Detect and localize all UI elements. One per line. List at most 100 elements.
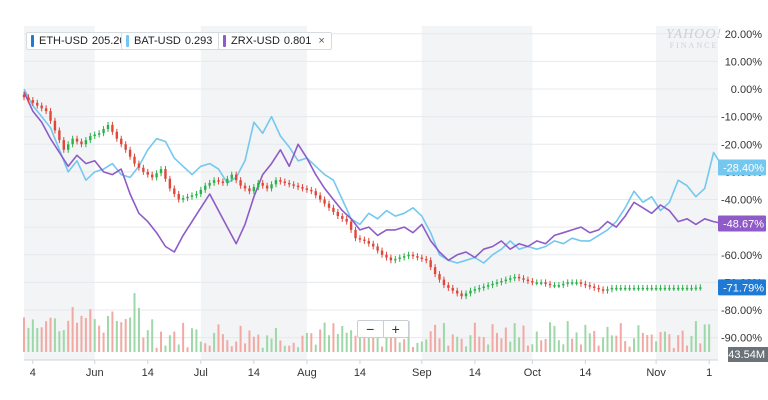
eth-candle: [597, 287, 600, 290]
volume-bar: [292, 342, 295, 352]
eth-candle: [588, 285, 592, 287]
volume-bar: [389, 329, 392, 352]
eth-candle: [230, 174, 233, 179]
eth-candle: [411, 254, 415, 257]
bat-symbol: BAT-USD: [134, 35, 181, 47]
eth-candle: [416, 256, 419, 258]
volume-bar: [655, 341, 658, 352]
eth-candle: [685, 287, 689, 290]
y-tick-label: -90.00%: [721, 333, 762, 345]
volume-bar: [36, 327, 39, 352]
volume-bar: [434, 324, 437, 352]
volume-bar: [120, 322, 123, 352]
eth-candle: [279, 180, 282, 182]
zoom-in-button[interactable]: +: [382, 321, 409, 337]
x-tick-label: 14: [579, 367, 591, 379]
volume-bar: [177, 344, 180, 352]
eth-candle: [663, 287, 667, 290]
volume-bar: [124, 319, 127, 352]
volume-bar: [195, 329, 198, 352]
eth-candle: [539, 282, 543, 284]
eth-candle: [522, 278, 525, 280]
eth-candle: [155, 173, 158, 178]
volume-bar: [553, 325, 556, 352]
eth-candle: [442, 279, 446, 286]
volume-bar: [155, 347, 158, 352]
eth-candle: [433, 267, 437, 275]
eth-candle: [690, 287, 693, 290]
x-tick-label: 1: [706, 367, 712, 379]
y-tick-label: -80.00%: [721, 305, 762, 317]
eth-candle: [243, 185, 247, 189]
volume-bar: [451, 334, 454, 352]
volume-bar: [482, 337, 485, 352]
zoom-out-button[interactable]: −: [366, 321, 375, 337]
volume-bar: [310, 333, 313, 352]
volume-bar: [208, 345, 211, 352]
volume-bar: [628, 346, 631, 352]
watermark-sub: FINANCE: [669, 41, 719, 50]
volume-bar: [456, 336, 459, 352]
eth-candle: [615, 287, 618, 290]
volume-bar: [518, 337, 521, 352]
eth-candle: [681, 287, 684, 290]
volume-bar: [31, 319, 34, 352]
eth-candle: [221, 181, 225, 184]
volume-bar: [473, 322, 476, 352]
eth-candle: [36, 102, 39, 106]
eth-candle: [654, 287, 658, 290]
legend-chip-bat[interactable]: BAT-USD 0.293 ×: [121, 32, 233, 50]
volume-bar: [84, 317, 87, 352]
eth-candle: [570, 282, 574, 284]
eth-candle: [584, 283, 587, 286]
eth-candle: [385, 254, 388, 258]
eth-candle: [659, 287, 662, 290]
volume-bar: [571, 338, 574, 352]
legend-chip-zrx[interactable]: ZRX-USD 0.801 ×: [218, 32, 332, 50]
volume-bar: [213, 332, 216, 352]
volume-bar: [252, 336, 255, 352]
volume-bar: [637, 325, 640, 352]
eth-candle: [67, 144, 70, 150]
eth-candle: [168, 178, 172, 189]
volume-bar: [106, 316, 109, 352]
value-tag-text: -48.67%: [723, 218, 764, 230]
eth-candle: [314, 191, 317, 196]
volume-bar: [341, 325, 344, 352]
volume-bar: [411, 347, 414, 352]
volume-bar: [49, 317, 52, 352]
volume-bar: [491, 324, 494, 352]
legend-chip-eth[interactable]: ETH-USD 205.200: [26, 32, 139, 50]
volume-bar: [624, 341, 627, 352]
eth-candle: [323, 199, 326, 204]
eth-candle: [93, 134, 96, 137]
volume-bar: [62, 330, 65, 352]
eth-candle: [372, 243, 375, 247]
eth-candle: [623, 287, 627, 290]
volume-bar: [168, 335, 171, 352]
value-tag-box: [718, 279, 766, 296]
volume-bar: [221, 334, 224, 352]
volume-bar: [336, 334, 339, 352]
volume-bar: [566, 321, 569, 352]
eth-candle: [296, 185, 300, 188]
volume-bar: [102, 332, 105, 352]
eth-candle: [402, 256, 406, 258]
eth-candle: [274, 180, 278, 185]
eth-candle: [535, 282, 538, 284]
bat-color-swatch: [126, 35, 129, 47]
volume-bar: [420, 341, 423, 352]
remove-zrx-icon[interactable]: ×: [318, 35, 325, 47]
eth-candle: [575, 282, 578, 284]
eth-candle: [380, 250, 384, 255]
volume-bar: [279, 340, 282, 352]
eth-candle: [265, 185, 269, 189]
eth-candle: [389, 257, 393, 261]
volume-bar: [579, 344, 582, 352]
volume-bar: [367, 326, 370, 352]
eth-color-swatch: [31, 35, 34, 47]
volume-bar: [460, 338, 463, 352]
eth-candle: [159, 169, 163, 174]
volume-bar: [606, 326, 609, 352]
